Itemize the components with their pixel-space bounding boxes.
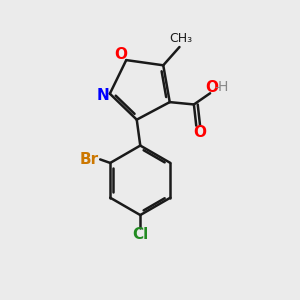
Text: CH₃: CH₃	[169, 32, 193, 45]
Text: H: H	[217, 80, 228, 94]
Text: O: O	[114, 47, 128, 62]
Text: O: O	[205, 80, 218, 95]
Text: Br: Br	[80, 152, 98, 167]
Text: –: –	[214, 82, 220, 92]
Text: O: O	[194, 124, 207, 140]
Text: N: N	[97, 88, 110, 103]
Text: Cl: Cl	[132, 227, 148, 242]
